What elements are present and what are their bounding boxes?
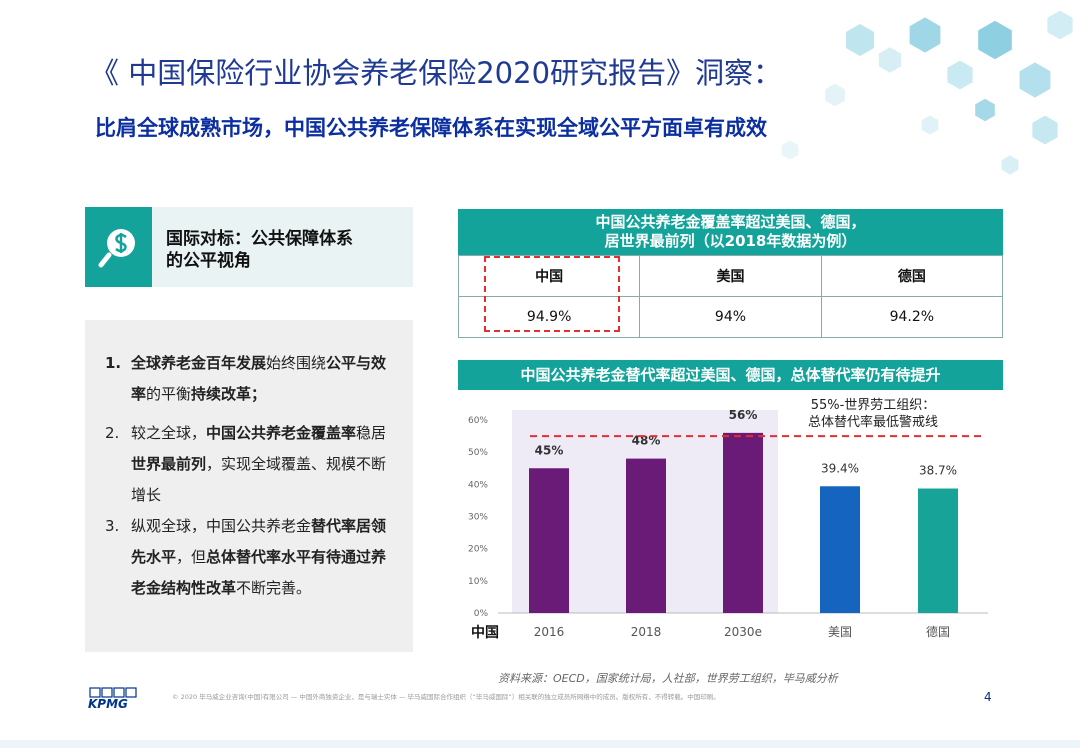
bottom-band: [0, 740, 1080, 748]
x-tick-label: 2018: [631, 625, 662, 639]
text-run: 世界最前列: [131, 455, 207, 473]
list-item: 3. 纵观全球，中国公共养老金替代率居领先水平，但总体替代率水平有待通过养老金结构…: [105, 511, 395, 604]
reference-label: 55%-世界劳工组织：: [811, 397, 936, 413]
text-run: 不断完善。: [236, 579, 312, 597]
data-label: 38.7%: [919, 464, 957, 478]
subtitle: 比肩全球成熟市场，中国公共养老保障体系在实现全域公平方面卓有成效: [95, 116, 767, 140]
y-tick-label: 0%: [474, 609, 489, 619]
item-number: 2.: [105, 424, 120, 442]
data-label: 56%: [729, 408, 758, 422]
list-item: 1. 全球养老金百年发展始终围绕公平与效率的平衡持续改革；: [105, 348, 395, 410]
text-run: 全球养老金百年发展: [131, 354, 267, 372]
logo-boxes: [89, 687, 137, 698]
hexagons: [781, 10, 1073, 175]
copyright: © 2020 毕马威企业咨询(中国)有限公司 — 中国外商独资企业，是与瑞士实体…: [172, 693, 720, 701]
table-title-line: 居世界最前列（以2018年数据为例）: [604, 232, 857, 250]
text-run: 的平衡: [146, 385, 192, 403]
table-header: 中国 美国 德国: [457, 255, 1004, 297]
chart: 0% 10% 20% 30% 40% 50% 60% 45% 2016 48% 2018 56% 203…: [468, 397, 988, 641]
data-label: 48%: [632, 434, 661, 448]
bar: [918, 488, 958, 613]
bar: [529, 468, 569, 613]
text-run: 总体替代率水平有待通过养老金结构性改革: [131, 548, 387, 597]
y-tick-label: 40%: [468, 480, 488, 490]
list-item: 2. 较之全球，中国公共养老金覆盖率稳居世界最前列，实现全域覆盖、规模不断增长: [105, 418, 395, 511]
heading-line: 的公平视角: [166, 251, 251, 271]
reference-label: 总体替代率最低警戒线: [808, 414, 938, 430]
text-run: 持续改革；: [191, 385, 267, 403]
icon: [85, 207, 152, 287]
page-number: 4: [984, 690, 992, 704]
icon-graphic: [98, 229, 135, 268]
text-run: ，但: [176, 548, 207, 566]
item-number: 3.: [105, 517, 120, 535]
bar: [626, 458, 666, 613]
x-tick-label: 德国: [926, 624, 950, 639]
item-text: 全球养老金百年发展始终围绕公平与效率的平衡持续改革；: [131, 348, 395, 410]
heading-line: 国际对标：公共保障体系: [166, 229, 353, 249]
data-label: 45%: [535, 443, 564, 457]
bar: [820, 486, 860, 613]
panel-body: [85, 320, 413, 652]
column-header: 德国: [820, 255, 1004, 297]
logo: KPMG: [88, 697, 128, 711]
y-tick-label: 10%: [468, 577, 488, 587]
column-header: 美国: [639, 255, 822, 297]
text-run: 纵观全球，中国公共养老金: [131, 517, 312, 535]
cell: 94.2%: [820, 296, 1004, 338]
item-number: 1.: [105, 354, 122, 372]
table-title: 中国公共养老金覆盖率超过美国、德国， 居世界最前列（以2018年数据为例）: [458, 209, 1003, 255]
chart-title: 中国公共养老金替代率超过美国、德国，总体替代率仍有待提升: [458, 360, 1003, 390]
highlight-box: [484, 256, 620, 332]
data-label: 39.4%: [821, 461, 859, 475]
text-run: ，实现全域覆盖、规模不断增长: [131, 455, 387, 504]
x-tick-label: 2016: [534, 625, 565, 639]
text-run: 始终围绕: [266, 354, 327, 372]
title: 《 中国保险行业协会养老保险2020研究报告》洞察：: [90, 56, 783, 90]
item-text: 较之全球，中国公共养老金覆盖率稳居世界最前列，实现全域覆盖、规模不断增长: [131, 418, 395, 511]
x-tick-label: 2030e: [724, 625, 762, 639]
table-title-line: 中国公共养老金覆盖率超过美国、德国，: [595, 213, 866, 231]
text-run: 公平与效率: [131, 354, 387, 403]
panel-heading: 国际对标：公共保障体系 的公平视角: [166, 228, 353, 272]
text-run: 中国公共养老金覆盖率: [206, 424, 357, 442]
y-tick-label: 60%: [468, 416, 488, 426]
text-run: 较之全球，: [131, 424, 207, 442]
source: 资料来源：OECD，国家统计局，人社部，世界劳工组织，毕马威分析: [498, 672, 838, 685]
bar: [723, 432, 763, 613]
x-tick-label: 美国: [828, 625, 852, 639]
group-label: 中国: [471, 624, 499, 641]
y-tick-label: 20%: [468, 545, 488, 555]
cell: 94%: [639, 296, 822, 338]
y-tick-label: 30%: [468, 513, 488, 523]
text-run: 替代率居领先水平: [131, 517, 387, 566]
y-tick-label: 50%: [468, 448, 488, 458]
text-run: 稳居: [356, 424, 387, 442]
item-text: 纵观全球，中国公共养老金替代率居领先水平，但总体替代率水平有待通过养老金结构性改…: [131, 511, 395, 604]
